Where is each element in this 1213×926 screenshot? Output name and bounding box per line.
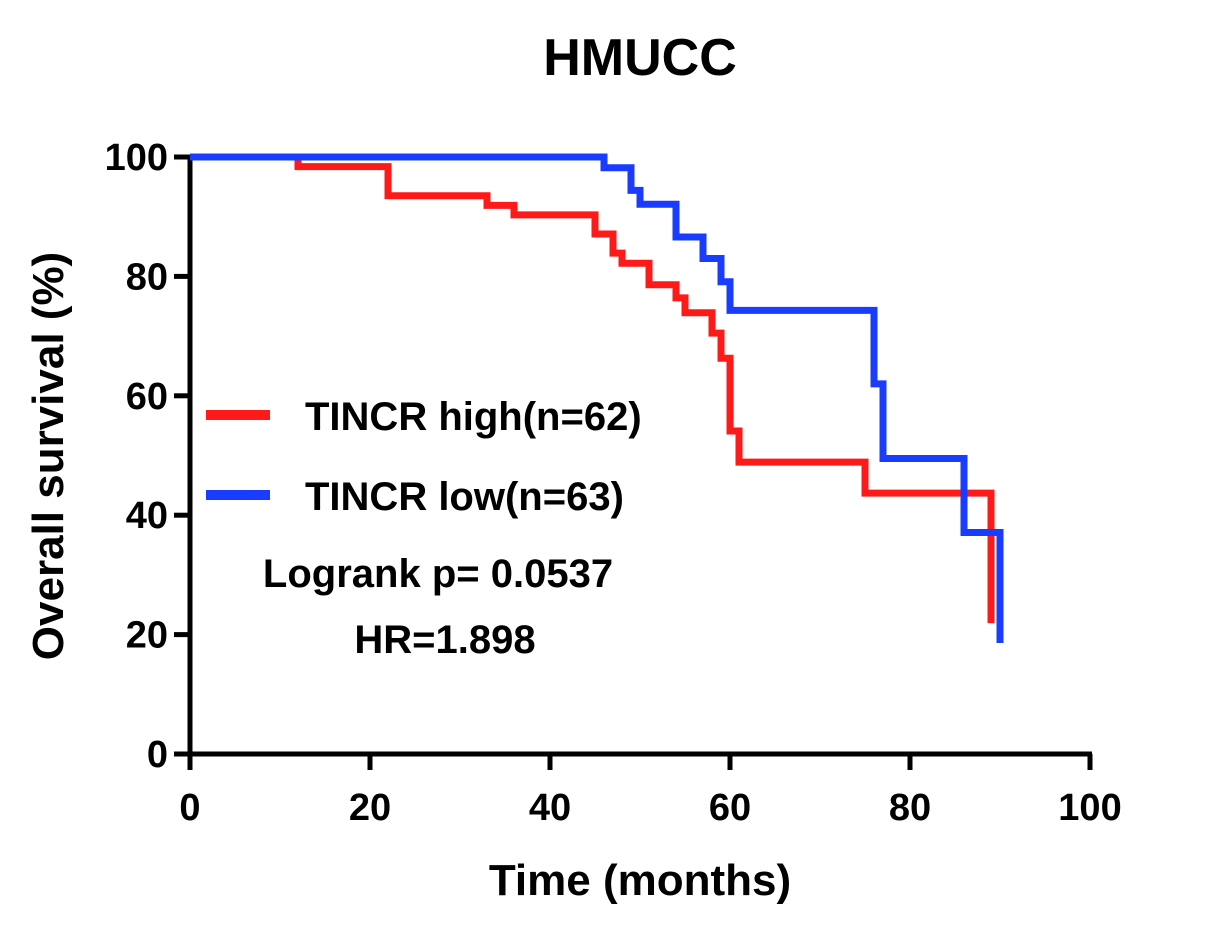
- x-tick-label: 100: [1058, 787, 1121, 829]
- chart-title: HMUCC: [543, 29, 737, 87]
- survival-curve-low: [190, 153, 1004, 643]
- y-axis-label: Overall survival (%): [24, 252, 73, 660]
- y-tick-label: 80: [126, 256, 168, 298]
- y-tick-label: 20: [126, 615, 168, 657]
- annotations: Logrank p= 0.0537 HR=1.898: [263, 552, 613, 662]
- survival-curve-high: [190, 153, 995, 624]
- x-axis-label: Time (months): [489, 856, 791, 905]
- y-tick-label: 40: [126, 495, 168, 537]
- axes: 0 20 40 60 80 100 0 20 40 60 80 100: [105, 137, 1122, 829]
- logrank-p-value: Logrank p= 0.0537: [263, 552, 613, 596]
- legend-label-high: TINCR high(n=62): [305, 395, 642, 439]
- hazard-ratio: HR=1.898: [354, 618, 535, 662]
- y-tick-label: 60: [126, 376, 168, 418]
- survival-curves: [190, 153, 1004, 643]
- x-tick-label: 20: [349, 787, 391, 829]
- y-tick-label: 100: [105, 137, 168, 179]
- x-tick-label: 0: [179, 787, 200, 829]
- legend-label-low: TINCR low(n=63): [305, 475, 624, 519]
- x-tick-label: 80: [889, 787, 931, 829]
- y-tick-label: 0: [147, 734, 168, 776]
- legend: TINCR high(n=62) TINCR low(n=63): [206, 395, 642, 519]
- x-tick-label: 60: [709, 787, 751, 829]
- x-tick-label: 40: [529, 787, 571, 829]
